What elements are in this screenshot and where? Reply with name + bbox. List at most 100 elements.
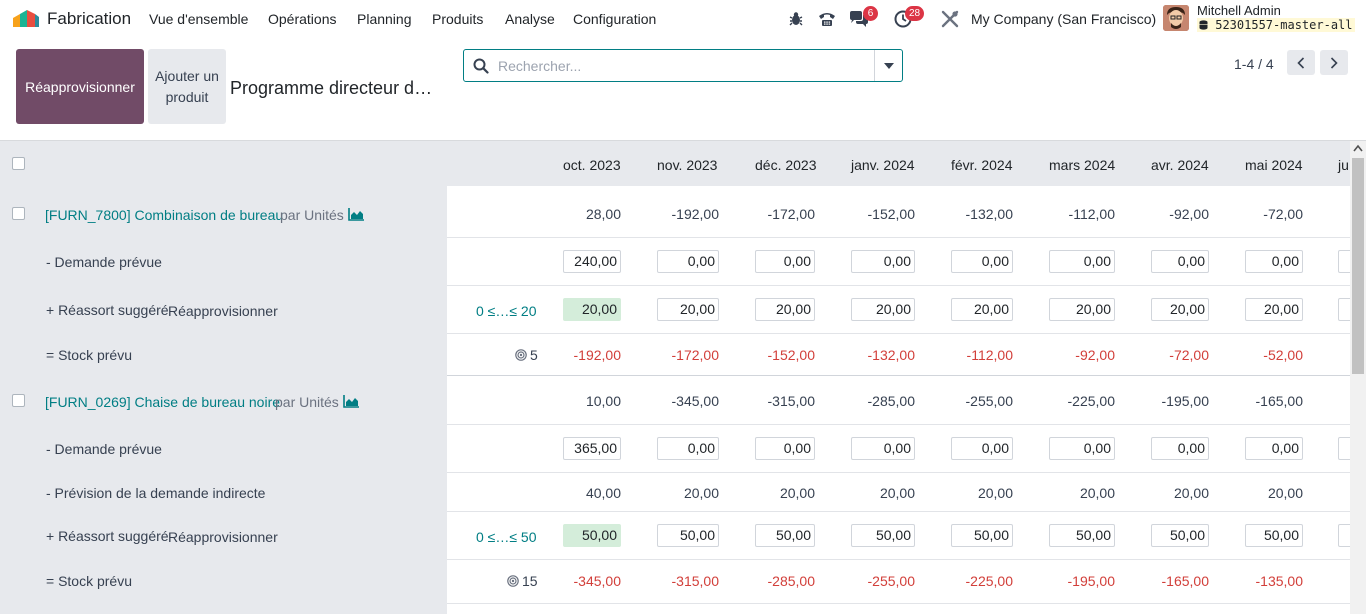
stock-value: -315,00	[671, 573, 719, 589]
stock-value: -52,00	[1263, 347, 1303, 363]
product-checkbox[interactable]	[12, 394, 25, 407]
indirect-demand-value: 20,00	[879, 485, 915, 501]
indirect-demand-value: 20,00	[1267, 485, 1303, 501]
demand-input[interactable]: 0,00	[1151, 437, 1209, 460]
app-name[interactable]: Fabrication	[47, 9, 132, 28]
replenish-input[interactable]: 20,00	[1151, 298, 1209, 321]
demand-input[interactable]: 365,00	[563, 437, 621, 460]
area-chart-icon[interactable]	[343, 395, 359, 408]
product-name-link[interactable]: [FURN_0269] Chaise de bureau noire	[45, 394, 281, 410]
demand-input[interactable]: 0,00	[657, 250, 719, 273]
replenish-bounds-link[interactable]: 0 ≤…≤ 20	[476, 303, 537, 319]
activities-badge: 28	[905, 6, 925, 21]
menu-produits[interactable]: Produits	[432, 11, 484, 27]
safety-stock-value[interactable]: 15	[522, 573, 538, 589]
avatar-face-icon	[1163, 5, 1189, 31]
demand-input[interactable]: 0,00	[755, 437, 815, 460]
replenish-input[interactable]: 20,00	[755, 298, 815, 321]
demand-input[interactable]: 0,00	[951, 250, 1013, 273]
manufacturing-app-icon[interactable]	[13, 9, 39, 27]
product-name-link[interactable]: [FURN_7800] Combinaison de bureau	[45, 207, 284, 223]
stock-value: -165,00	[1161, 573, 1209, 589]
menu-vue-ensemble[interactable]: Vue d'ensemble	[149, 11, 249, 27]
user-avatar[interactable]	[1163, 5, 1189, 31]
bug-icon[interactable]	[787, 10, 805, 28]
add-product-button[interactable]: Ajouter un produit	[148, 49, 226, 124]
replenish-input[interactable]: 20,00	[1049, 298, 1115, 321]
row-label-replenish: + Réassort suggéré	[46, 528, 169, 544]
demand-input[interactable]	[1338, 437, 1350, 460]
row-divider	[447, 285, 1350, 286]
product-checkbox[interactable]	[12, 207, 25, 220]
replenish-input[interactable]	[1338, 298, 1350, 321]
demand-input[interactable]: 0,00	[851, 437, 915, 460]
caret-down-icon	[883, 62, 894, 69]
replenish-input[interactable]: 50,00	[755, 524, 815, 547]
replenish-row-button[interactable]: Réapprovisionner	[168, 303, 278, 319]
replenish-input[interactable]: 50,00	[1245, 524, 1303, 547]
stock-value: -192,00	[573, 347, 621, 363]
demand-input[interactable]: 0,00	[1151, 250, 1209, 273]
replenish-input[interactable]: 50,00	[951, 524, 1013, 547]
period-header: mai 2024	[1245, 157, 1303, 173]
period-header: janv. 2024	[851, 157, 915, 173]
select-all-checkbox[interactable]	[12, 157, 25, 170]
demand-input[interactable]: 0,00	[851, 250, 915, 273]
indirect-demand-value: 20,00	[977, 485, 1013, 501]
safety-stock-value[interactable]: 5	[530, 347, 538, 363]
stock-value: -135,00	[1255, 573, 1303, 589]
pager-next-button[interactable]	[1320, 50, 1348, 75]
replenish-row-button[interactable]: Réapprovisionner	[168, 529, 278, 545]
company-switcher[interactable]: My Company (San Francisco)	[971, 11, 1157, 27]
forecast-value: -192,00	[671, 206, 719, 222]
forecast-value: -195,00	[1161, 393, 1209, 409]
replenish-bounds-link[interactable]: 0 ≤…≤ 50	[476, 529, 537, 545]
search-input[interactable]	[498, 55, 868, 77]
stock-value: -72,00	[1169, 347, 1209, 363]
row-divider	[447, 237, 1350, 238]
search-options-toggle[interactable]	[874, 50, 902, 81]
replenish-input[interactable]	[1338, 524, 1350, 547]
stock-value: -285,00	[767, 573, 815, 589]
menu-operations[interactable]: Opérations	[268, 11, 337, 27]
scrollbar-thumb[interactable]	[1352, 158, 1364, 374]
demand-input[interactable]: 240,00	[563, 250, 621, 273]
scroll-up-arrow-icon[interactable]	[1353, 144, 1363, 152]
row-divider	[447, 511, 1350, 512]
forecast-value: -92,00	[1169, 206, 1209, 222]
replenish-input[interactable]: 20,00	[657, 298, 719, 321]
replenish-input[interactable]: 50,00	[657, 524, 719, 547]
indirect-demand-value: 20,00	[1079, 485, 1115, 501]
pager-value[interactable]: 1-4 / 4	[1234, 56, 1274, 72]
row-label-indirect-demand: - Prévision de la demande indirecte	[46, 485, 266, 501]
menu-analyse[interactable]: Analyse	[505, 11, 555, 27]
demand-input[interactable]	[1338, 250, 1350, 273]
tools-icon[interactable]	[941, 10, 959, 28]
demand-input[interactable]: 0,00	[951, 437, 1013, 460]
replenish-input[interactable]: 20,00	[851, 298, 915, 321]
replenish-input[interactable]: 50,00	[851, 524, 915, 547]
menu-configuration[interactable]: Configuration	[573, 11, 657, 27]
demand-input[interactable]: 0,00	[755, 250, 815, 273]
demand-input[interactable]: 0,00	[1049, 250, 1115, 273]
replenish-input[interactable]: 20,00	[1245, 298, 1303, 321]
user-name[interactable]: Mitchell Admin	[1197, 3, 1281, 18]
replenish-input[interactable]: 50,00	[1049, 524, 1115, 547]
replenish-input[interactable]: 50,00	[1151, 524, 1209, 547]
demand-input[interactable]: 0,00	[1245, 250, 1303, 273]
menu-planning[interactable]: Planning	[357, 11, 412, 27]
replenish-input[interactable]: 20,00	[563, 298, 621, 321]
forecast-value: -285,00	[867, 393, 915, 409]
replenish-input[interactable]: 50,00	[563, 524, 621, 547]
phone-icon[interactable]	[817, 10, 837, 28]
demand-input[interactable]: 0,00	[1245, 437, 1303, 460]
pager-previous-button[interactable]	[1287, 50, 1315, 75]
replenish-button[interactable]: Réapprovisionner	[16, 49, 144, 124]
row-label-demand: - Demande prévue	[46, 254, 162, 270]
row-label-stock: = Stock prévu	[46, 573, 132, 589]
demand-input[interactable]: 0,00	[1049, 437, 1115, 460]
demand-input[interactable]: 0,00	[657, 437, 719, 460]
replenish-input[interactable]: 20,00	[951, 298, 1013, 321]
area-chart-icon[interactable]	[348, 208, 364, 221]
